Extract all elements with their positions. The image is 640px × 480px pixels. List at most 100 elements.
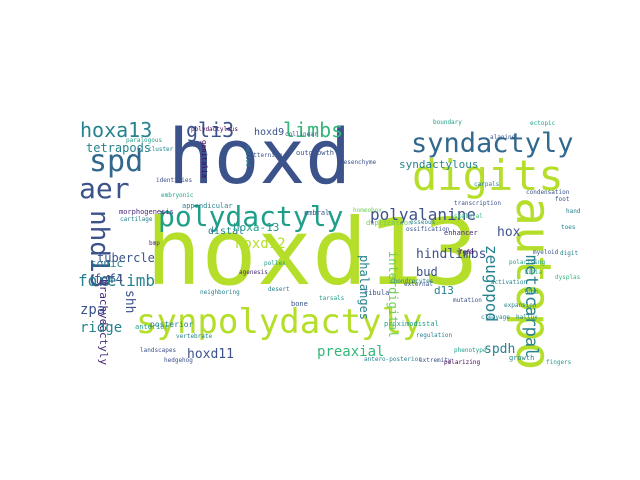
word-collinear: collinear xyxy=(285,131,318,138)
word-synpolydactyly: synpolydactyly xyxy=(136,302,423,342)
word-syndactylous: syndactylous xyxy=(399,158,479,171)
word-condensation: condensation xyxy=(526,189,570,196)
word-spd: spd xyxy=(89,144,144,179)
word-distal: distal xyxy=(208,226,245,237)
word-paralogous: paralogous xyxy=(126,137,163,144)
word-d13: d13 xyxy=(434,284,454,297)
word-activation: activation xyxy=(491,279,528,286)
word-fibula: fibula xyxy=(364,289,390,297)
word-phalanges: phalanges xyxy=(357,255,371,321)
word-mesenchyme: mesenchyme xyxy=(340,159,377,166)
word-nested: nested xyxy=(244,145,251,167)
word-osseous: osseous xyxy=(410,219,436,226)
word-toes: toes xyxy=(561,224,576,231)
word-mutation: mutation xyxy=(453,297,482,304)
word-growth: growth xyxy=(509,354,535,362)
word-hoxd13: hoxd13 xyxy=(146,199,479,306)
word-landscapes: landscapes xyxy=(140,347,177,354)
word-proximodistal: proximodistal xyxy=(384,320,439,328)
word-brachydactyly: brachydactyly xyxy=(97,279,110,366)
word-tibia: tibia xyxy=(524,269,543,276)
word-hedgehog: hedgehog xyxy=(164,357,193,364)
word-cluster: cluster xyxy=(148,146,174,153)
word-bud: bud xyxy=(416,265,438,279)
word-hoxa13: hoxa13 xyxy=(80,118,153,142)
word-desert: desert xyxy=(268,286,290,293)
word-hindlimbs: hindlimbs xyxy=(416,247,487,262)
word-zeugopod: zeugopod xyxy=(482,245,501,323)
word-polydactyly: polydactyly xyxy=(158,200,344,233)
word-boundary: boundary xyxy=(433,119,462,126)
word-patterning: patterning xyxy=(246,152,283,159)
word-cleavage: cleavage xyxy=(481,314,510,321)
word-tetrapods: tetrapods xyxy=(86,141,152,155)
word-polydactylous: polydactylous xyxy=(191,126,238,133)
word-transcription: transcription xyxy=(454,200,501,207)
word-embryonic: embryonic xyxy=(161,192,194,199)
word-hallux: hallux xyxy=(516,314,538,321)
word-hoxd9: hoxd9 xyxy=(254,127,285,138)
word-tubercle: tubercle xyxy=(97,251,155,265)
word-autopod: autopod xyxy=(505,197,561,370)
word-zpa: zpa xyxy=(80,302,106,318)
word-phenotype: phenotype xyxy=(454,347,487,354)
word-hoxd11: hoxd11 xyxy=(187,347,234,362)
word-carpals: carpals xyxy=(474,181,500,188)
word-enhancer: enhancer xyxy=(444,229,478,237)
word-ectopic: ectopic xyxy=(530,120,556,127)
word-morphogenesis: morphogenesis xyxy=(119,208,174,216)
word-interdigital: interdigital xyxy=(386,251,400,338)
word-limbs: limbs xyxy=(283,118,344,142)
word-alanine: alanine xyxy=(490,134,516,141)
word-posterior: posterior xyxy=(150,320,194,329)
word-polyalanine: polyalanine xyxy=(370,205,476,224)
word-preaxial: preaxial xyxy=(317,344,385,360)
word-hoxd12: hoxd12 xyxy=(235,236,286,252)
word-expansion: expansion xyxy=(504,302,537,309)
word-hoxa-13: hoxa-13 xyxy=(233,221,280,234)
word-polarizing: polarizing xyxy=(444,359,481,366)
word-foot: foot xyxy=(555,196,570,203)
word-nhd13: nhd13 xyxy=(84,210,114,289)
word-fgf8: fgf8 xyxy=(459,249,474,256)
word-spdh: spdh xyxy=(484,342,516,357)
word-regulation: regulation xyxy=(416,332,453,339)
word-extremity: extremity xyxy=(419,357,452,364)
word-cloud: hoxd hoxd13 synpolydactyly autopod digits pol… xyxy=(64,115,580,370)
word-pollex: pollex xyxy=(264,260,286,267)
word-identities: identities xyxy=(156,177,193,184)
word-chondrocytes: chondrocytes xyxy=(390,278,434,285)
word-digit: digit xyxy=(560,250,579,257)
word-fingers: fingers xyxy=(546,359,572,366)
word-agenesis: agenesis xyxy=(239,269,268,276)
word-digits: digits xyxy=(412,151,564,200)
word-hoxd: hoxd xyxy=(168,115,352,201)
word-external: external xyxy=(404,281,433,288)
word-shh: shh xyxy=(122,290,137,314)
word-anterior: anterior xyxy=(135,323,169,331)
word-myeloid: myeloid xyxy=(533,249,559,256)
word-hand: hand xyxy=(566,208,580,215)
word-forelimb: forelimb xyxy=(78,271,156,290)
word-ossification: ossification xyxy=(406,226,450,233)
word-bmp: bmp xyxy=(149,240,160,247)
word-vertebrate: vertebrate xyxy=(176,333,213,340)
word-aer: aer xyxy=(79,172,130,205)
word-ridge: ridge xyxy=(80,320,123,336)
word-genitalia: genitalia xyxy=(200,140,208,178)
word-tarsals: tarsals xyxy=(319,295,345,302)
word-gli3: gli3 xyxy=(186,118,235,142)
word-syndactyly: syndactyly xyxy=(411,128,574,159)
word-skeletal: skeletal xyxy=(454,213,483,220)
word-metacarpal: metacarpal xyxy=(521,255,541,358)
word-homeobox: homeobox xyxy=(353,207,382,214)
word-antero-posterior: antero-posterior xyxy=(364,356,422,363)
word-umbral: umbral xyxy=(304,209,330,217)
word-polarising: polarising xyxy=(509,259,546,266)
word-dysplasia: dysplasia xyxy=(555,274,580,281)
word-hox: hox xyxy=(497,225,521,240)
word-outgrowth: outgrowth xyxy=(296,149,334,157)
word-duplication: duplication xyxy=(366,219,413,227)
word-limb: limb xyxy=(524,289,539,296)
word-sonic: sonic xyxy=(90,257,124,270)
